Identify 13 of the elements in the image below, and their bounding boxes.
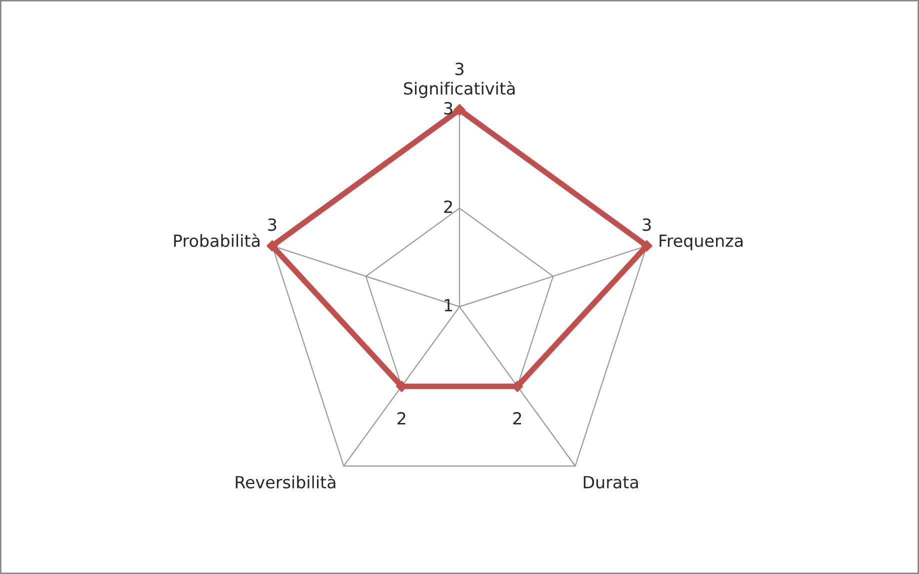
y-tick-label: 2 [444, 200, 452, 213]
spoke-label: Reversibilità [236, 474, 336, 488]
data-label: 3 [268, 218, 276, 231]
y-tick-label: 3 [444, 102, 452, 115]
spoke-label: Durata [584, 476, 638, 488]
y-tick-label: 1 [444, 299, 452, 312]
spoke-label: Probabilità [174, 233, 260, 248]
data-label: 2 [398, 412, 406, 424]
data-label: 2 [513, 412, 522, 424]
data-label: 3 [455, 62, 464, 76]
spoke-label: Significatività [404, 81, 515, 98]
spoke-label: Frequenza [660, 234, 743, 250]
data-label: 3 [642, 218, 651, 231]
